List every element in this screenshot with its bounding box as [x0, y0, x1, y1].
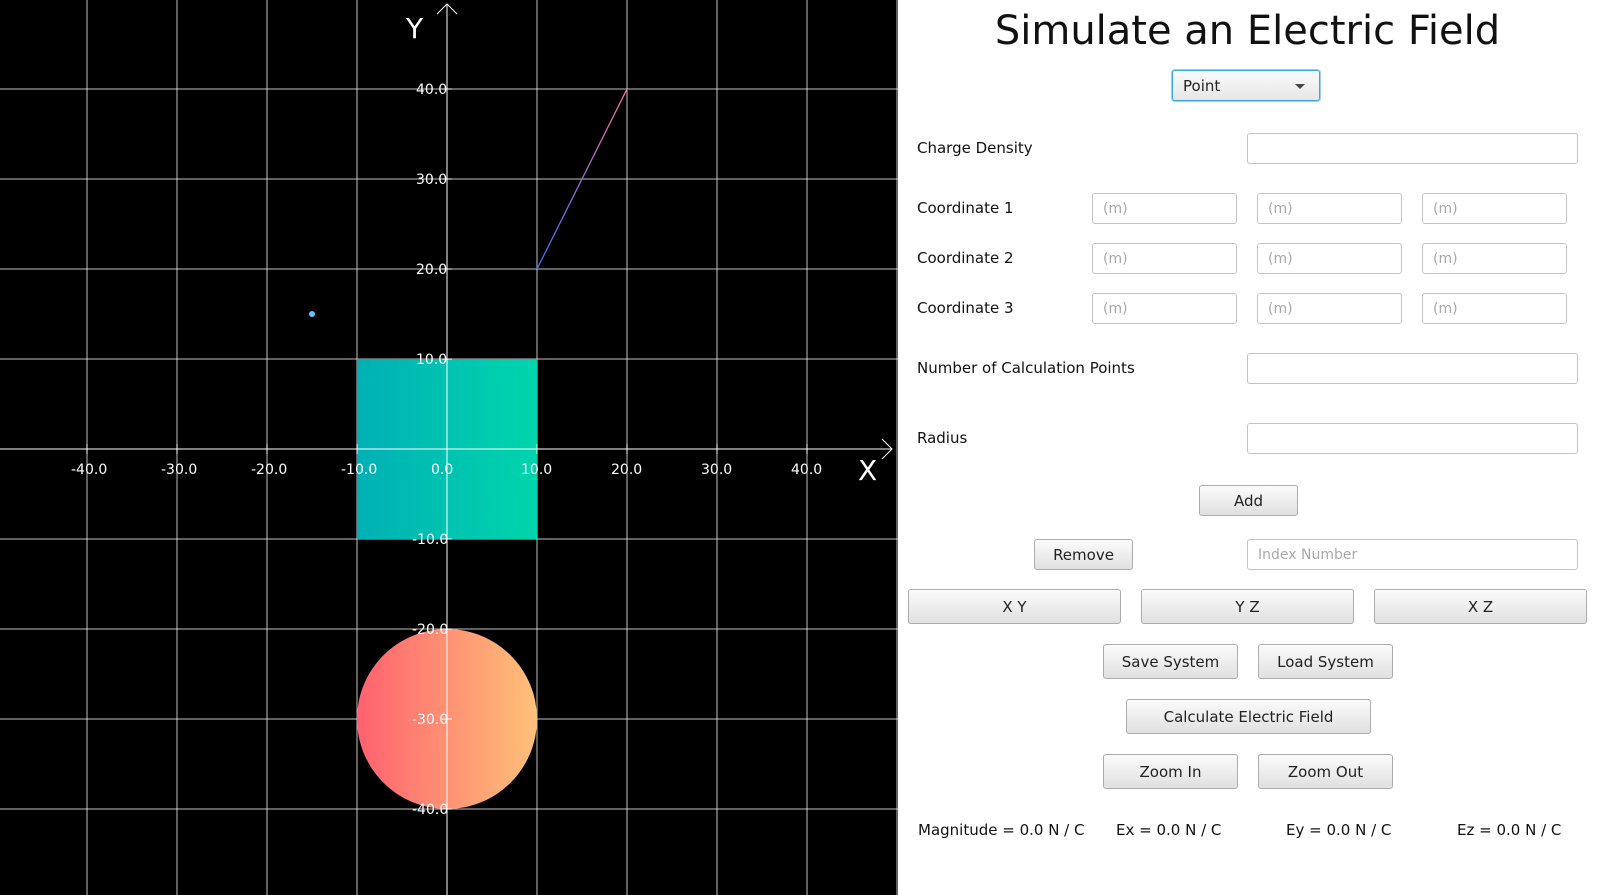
- y-tick-label: -20.0: [412, 622, 448, 638]
- add-button[interactable]: Add: [1199, 485, 1298, 516]
- charge-density-label: Charge Density: [917, 139, 1033, 157]
- page-title: Simulate an Electric Field: [994, 8, 1501, 54]
- calculate-field-button[interactable]: Calculate Electric Field: [1126, 699, 1371, 734]
- x-tick-label: 30.0: [701, 462, 732, 478]
- field-plot[interactable]: -40.0 -30.0 -20.0 -10.0 0.0 10.0 20.0 30.0 40.0 4…: [0, 0, 898, 895]
- coordinate-1-y-input[interactable]: [1257, 193, 1402, 224]
- view-xy-button[interactable]: X Y: [908, 589, 1121, 624]
- charge-type-value: Point: [1183, 76, 1221, 95]
- coordinate-3-label: Coordinate 3: [917, 299, 1014, 317]
- coordinate-3-y-input[interactable]: [1257, 293, 1402, 324]
- line-charge: [536, 88, 628, 270]
- charge-type-select[interactable]: Point: [1172, 70, 1320, 101]
- x-tick-label: 0.0: [431, 462, 453, 478]
- x-tick-label: -30.0: [161, 462, 197, 478]
- x-axis-label: X: [858, 454, 877, 487]
- calc-points-input[interactable]: [1247, 353, 1578, 384]
- ex-readout: Ex = 0.0 N / C: [1116, 821, 1222, 839]
- coordinate-1-label: Coordinate 1: [917, 199, 1014, 217]
- coordinate-1-z-input[interactable]: [1422, 193, 1567, 224]
- index-number-input[interactable]: [1247, 539, 1578, 570]
- y-tick-label: -40.0: [412, 802, 448, 818]
- y-tick-label: 20.0: [416, 262, 447, 278]
- view-xz-button[interactable]: X Z: [1374, 589, 1587, 624]
- coordinate-2-x-input[interactable]: [1092, 243, 1237, 274]
- coordinate-2-z-input[interactable]: [1422, 243, 1567, 274]
- y-tick-label: 40.0: [416, 82, 447, 98]
- x-axis-arrow-icon: [881, 438, 893, 460]
- tick-labels: -40.0 -30.0 -20.0 -10.0 0.0 10.0 20.0 30.0 40.0 4…: [71, 82, 822, 818]
- x-tick-label: -10.0: [341, 462, 377, 478]
- axes: [0, 3, 893, 895]
- x-tick-label: 40.0: [791, 462, 822, 478]
- x-tick-label: 10.0: [521, 462, 552, 478]
- y-axis-label: Y: [405, 12, 424, 45]
- coordinate-2-label: Coordinate 2: [917, 249, 1014, 267]
- y-axis-arrow-icon: [436, 3, 458, 15]
- chevron-down-icon: [1295, 84, 1305, 89]
- save-system-button[interactable]: Save System: [1103, 644, 1238, 679]
- y-tick-label: -10.0: [412, 532, 448, 548]
- load-system-button[interactable]: Load System: [1258, 644, 1393, 679]
- ez-readout: Ez = 0.0 N / C: [1457, 821, 1562, 839]
- x-tick-label: 20.0: [611, 462, 642, 478]
- zoom-out-button[interactable]: Zoom Out: [1258, 754, 1393, 789]
- radius-input[interactable]: [1247, 423, 1578, 454]
- coordinate-3-x-input[interactable]: [1092, 293, 1237, 324]
- radius-label: Radius: [917, 429, 968, 447]
- control-panel: Simulate an Electric Field Point Charge …: [898, 0, 1597, 895]
- ey-readout: Ey = 0.0 N / C: [1286, 821, 1392, 839]
- zoom-in-button[interactable]: Zoom In: [1103, 754, 1238, 789]
- charge-density-input[interactable]: [1247, 133, 1578, 164]
- calc-points-label: Number of Calculation Points: [917, 359, 1135, 377]
- y-tick-label: 30.0: [416, 172, 447, 188]
- magnitude-readout: Magnitude = 0.0 N / C: [918, 821, 1085, 839]
- point-charge: [309, 311, 315, 317]
- coordinate-2-y-input[interactable]: [1257, 243, 1402, 274]
- coordinate-3-z-input[interactable]: [1422, 293, 1567, 324]
- y-tick-label: -30.0: [412, 712, 448, 728]
- x-tick-label: -40.0: [71, 462, 107, 478]
- x-tick-label: -20.0: [251, 462, 287, 478]
- y-tick-label: 10.0: [416, 352, 447, 368]
- view-yz-button[interactable]: Y Z: [1141, 589, 1354, 624]
- coordinate-1-x-input[interactable]: [1092, 193, 1237, 224]
- field-canvas-panel[interactable]: -40.0 -30.0 -20.0 -10.0 0.0 10.0 20.0 30.0 40.0 4…: [0, 0, 898, 895]
- remove-button[interactable]: Remove: [1034, 539, 1133, 570]
